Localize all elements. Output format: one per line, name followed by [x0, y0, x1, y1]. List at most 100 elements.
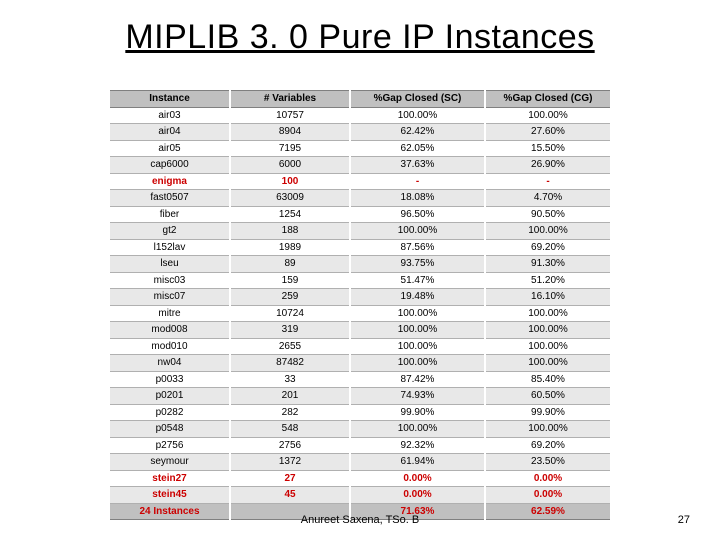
cell-gap-cg: 100.00% — [485, 107, 610, 124]
cell-gap-cg: 15.50% — [485, 140, 610, 157]
cell-gap-sc: 51.47% — [350, 272, 485, 289]
cell-instance: p2756 — [110, 437, 230, 454]
cell-variables: 10724 — [230, 305, 350, 322]
cell-variables: 282 — [230, 404, 350, 421]
footer-page-number: 27 — [678, 514, 690, 526]
table-row: mod008319100.00%100.00% — [110, 322, 610, 339]
cell-instance: enigma — [110, 173, 230, 190]
cell-instance: air03 — [110, 107, 230, 124]
cell-gap-sc: 100.00% — [350, 322, 485, 339]
cell-gap-cg: 100.00% — [485, 305, 610, 322]
cell-gap-cg: - — [485, 173, 610, 190]
table-row: misc0315951.47%51.20% — [110, 272, 610, 289]
cell-instance: fast0507 — [110, 190, 230, 207]
cell-variables: 27 — [230, 470, 350, 487]
table-header-row: Instance # Variables %Gap Closed (SC) %G… — [110, 91, 610, 108]
cell-instance: gt2 — [110, 223, 230, 240]
cell-gap-sc: 92.32% — [350, 437, 485, 454]
cell-variables: 89 — [230, 256, 350, 273]
cell-instance: p0548 — [110, 421, 230, 438]
cell-instance: cap6000 — [110, 157, 230, 174]
cell-gap-cg: 0.00% — [485, 470, 610, 487]
cell-gap-sc: 61.94% — [350, 454, 485, 471]
cell-instance: misc07 — [110, 289, 230, 306]
table-row: p028228299.90%99.90% — [110, 404, 610, 421]
cell-gap-sc: 19.48% — [350, 289, 485, 306]
table-row: p020120174.93%60.50% — [110, 388, 610, 405]
cell-gap-sc: 87.42% — [350, 371, 485, 388]
cell-gap-cg: 100.00% — [485, 355, 610, 372]
cell-gap-sc: - — [350, 173, 485, 190]
cell-gap-sc: 0.00% — [350, 470, 485, 487]
cell-gap-sc: 100.00% — [350, 355, 485, 372]
cell-instance: stein27 — [110, 470, 230, 487]
cell-gap-sc: 93.75% — [350, 256, 485, 273]
cell-gap-sc: 74.93% — [350, 388, 485, 405]
cell-instance: seymour — [110, 454, 230, 471]
cell-gap-cg: 69.20% — [485, 437, 610, 454]
table-row: p00333387.42%85.40% — [110, 371, 610, 388]
table-row: air05719562.05%15.50% — [110, 140, 610, 157]
cell-instance: lseu — [110, 256, 230, 273]
cell-gap-sc: 37.63% — [350, 157, 485, 174]
cell-gap-cg: 23.50% — [485, 454, 610, 471]
col-instance: Instance — [110, 91, 230, 108]
cell-instance: l152lav — [110, 239, 230, 256]
table-row: stein27270.00%0.00% — [110, 470, 610, 487]
cell-variables: 33 — [230, 371, 350, 388]
cell-gap-sc: 100.00% — [350, 421, 485, 438]
cell-instance: p0201 — [110, 388, 230, 405]
cell-variables: 7195 — [230, 140, 350, 157]
cell-gap-sc: 100.00% — [350, 305, 485, 322]
cell-variables: 87482 — [230, 355, 350, 372]
cell-variables: 6000 — [230, 157, 350, 174]
table-row: fast05076300918.08%4.70% — [110, 190, 610, 207]
table-row: p0548548100.00%100.00% — [110, 421, 610, 438]
cell-gap-cg: 4.70% — [485, 190, 610, 207]
cell-gap-cg: 85.40% — [485, 371, 610, 388]
cell-gap-cg: 16.10% — [485, 289, 610, 306]
table-row: lseu8993.75%91.30% — [110, 256, 610, 273]
col-gap-sc: %Gap Closed (SC) — [350, 91, 485, 108]
cell-gap-cg: 91.30% — [485, 256, 610, 273]
cell-gap-sc: 100.00% — [350, 338, 485, 355]
cell-variables: 159 — [230, 272, 350, 289]
cell-gap-sc: 96.50% — [350, 206, 485, 223]
cell-variables: 319 — [230, 322, 350, 339]
cell-gap-sc: 100.00% — [350, 107, 485, 124]
table-row: gt2188100.00%100.00% — [110, 223, 610, 240]
cell-variables: 201 — [230, 388, 350, 405]
cell-gap-sc: 62.42% — [350, 124, 485, 141]
cell-gap-sc: 99.90% — [350, 404, 485, 421]
cell-variables: 1989 — [230, 239, 350, 256]
cell-instance: p0282 — [110, 404, 230, 421]
cell-gap-cg: 51.20% — [485, 272, 610, 289]
cell-variables: 8904 — [230, 124, 350, 141]
cell-gap-cg: 100.00% — [485, 338, 610, 355]
cell-gap-cg: 0.00% — [485, 487, 610, 504]
col-variables: # Variables — [230, 91, 350, 108]
cell-instance: air04 — [110, 124, 230, 141]
table-row: fiber125496.50%90.50% — [110, 206, 610, 223]
table-row: l152lav198987.56%69.20% — [110, 239, 610, 256]
table-row: mitre10724100.00%100.00% — [110, 305, 610, 322]
cell-variables: 10757 — [230, 107, 350, 124]
cell-instance: air05 — [110, 140, 230, 157]
cell-variables: 259 — [230, 289, 350, 306]
cell-variables: 45 — [230, 487, 350, 504]
cell-variables: 188 — [230, 223, 350, 240]
instances-table: Instance # Variables %Gap Closed (SC) %G… — [110, 90, 610, 520]
table-row: air0310757100.00%100.00% — [110, 107, 610, 124]
instances-table-container: Instance # Variables %Gap Closed (SC) %G… — [110, 90, 610, 520]
cell-instance: mitre — [110, 305, 230, 322]
cell-variables: 2756 — [230, 437, 350, 454]
cell-variables: 100 — [230, 173, 350, 190]
table-row: mod0102655100.00%100.00% — [110, 338, 610, 355]
cell-instance: fiber — [110, 206, 230, 223]
cell-gap-sc: 62.05% — [350, 140, 485, 157]
cell-gap-cg: 99.90% — [485, 404, 610, 421]
col-gap-cg: %Gap Closed (CG) — [485, 91, 610, 108]
cell-gap-cg: 100.00% — [485, 322, 610, 339]
cell-instance: mod010 — [110, 338, 230, 355]
table-row: misc0725919.48%16.10% — [110, 289, 610, 306]
